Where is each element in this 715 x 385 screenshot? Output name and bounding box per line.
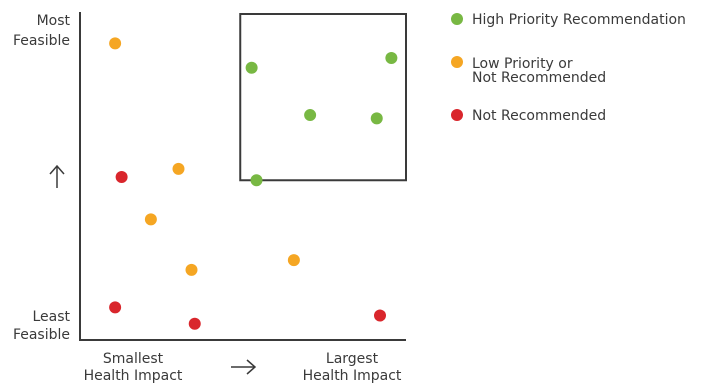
x-axis-low-label-line1: Smallest xyxy=(103,351,164,367)
point-low-priority-5 xyxy=(287,254,300,267)
point-low-priority-4 xyxy=(185,263,198,276)
legend-label-not-recommended: Not Recommended xyxy=(472,108,606,124)
point-not-recommended-3 xyxy=(188,317,201,330)
x-axis-high-label-line2: Health Impact xyxy=(303,368,402,384)
x-axis-high-label-line1: Largest xyxy=(326,351,379,367)
point-high-priority-3 xyxy=(304,109,317,122)
point-low-priority-1 xyxy=(109,37,122,50)
legend-marker-not-recommended xyxy=(451,109,463,121)
point-high-priority-5 xyxy=(250,174,263,187)
point-not-recommended-4 xyxy=(374,309,386,322)
y-axis-low-label-line2: Feasible xyxy=(13,327,70,343)
point-high-priority-4 xyxy=(370,112,383,125)
point-not-recommended-1 xyxy=(115,171,128,183)
legend-label-low-priority-line1: Low Priority or xyxy=(472,56,573,72)
legend: High Priority Recommendation Low Priorit… xyxy=(451,12,686,124)
point-high-priority-1 xyxy=(245,61,258,74)
y-axis-low-label-line1: Least xyxy=(32,309,70,325)
point-low-priority-3 xyxy=(144,213,157,226)
y-axis-high-label-line1: Most xyxy=(37,13,71,29)
x-axis-low-label-line2: Health Impact xyxy=(84,368,183,384)
point-not-recommended-2 xyxy=(109,301,122,314)
up-arrow-icon xyxy=(49,164,65,188)
high-priority-region-box xyxy=(239,13,407,182)
legend-marker-high-priority xyxy=(451,13,463,25)
legend-marker-low-priority xyxy=(451,56,463,68)
y-axis-high-label-line2: Feasible xyxy=(13,33,70,49)
legend-label-low-priority-line2: Not Recommended xyxy=(472,70,606,86)
right-arrow-icon xyxy=(231,359,257,375)
point-high-priority-2 xyxy=(385,52,398,65)
point-low-priority-2 xyxy=(172,162,185,175)
legend-label-high-priority: High Priority Recommendation xyxy=(472,12,686,28)
data-points xyxy=(109,37,398,330)
